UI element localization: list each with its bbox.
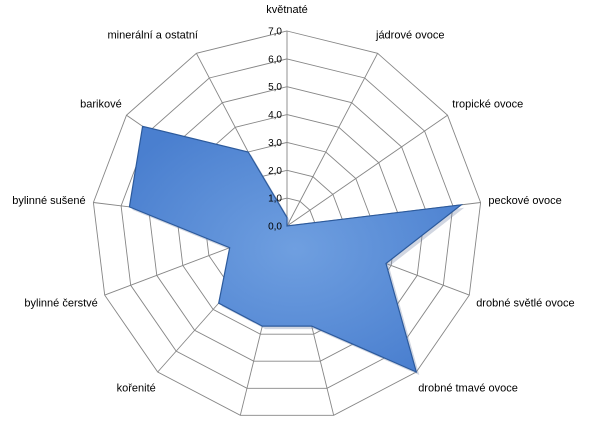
spoke-2 xyxy=(286,114,448,227)
category-label-10: bylinné sušené xyxy=(12,195,85,207)
tick-label-5: 5,0 xyxy=(268,82,282,93)
category-label-1: jádrové ovoce xyxy=(375,30,445,42)
spoke-1 xyxy=(286,53,378,227)
tick-label-1: 1,0 xyxy=(268,194,282,205)
tick-label-2: 2,0 xyxy=(268,166,282,177)
tick-label-6: 6,0 xyxy=(268,54,282,65)
tick-label-3: 3,0 xyxy=(268,138,282,149)
category-labels: květnaté jádrové ovoce tropické ovoce pecko… xyxy=(12,4,574,395)
series-layer xyxy=(128,125,465,375)
category-label-0: květnaté xyxy=(266,4,308,16)
category-label-11: barikové xyxy=(80,98,122,110)
category-label-5: drobné tmavé ovoce xyxy=(418,383,518,395)
radial-tick-labels: 0,0 1,0 2,0 3,0 4,0 5,0 6,0 7,0 xyxy=(268,27,282,233)
category-label-8: kořenité xyxy=(117,383,156,395)
category-label-3: peckové ovoce xyxy=(488,195,561,207)
series-area-0 xyxy=(128,125,464,374)
tick-label-7: 7,0 xyxy=(268,27,282,38)
category-label-9: bylinné čerstvé xyxy=(24,298,97,310)
grid-ring-7 xyxy=(92,30,482,416)
tick-label-0: 0,0 xyxy=(268,222,282,233)
category-label-4: drobné světlé ovoce xyxy=(476,298,574,310)
tick-label-4: 4,0 xyxy=(268,110,282,121)
category-label-12: minerální a ostatní xyxy=(108,30,199,42)
category-label-2: tropické ovoce xyxy=(452,98,523,110)
